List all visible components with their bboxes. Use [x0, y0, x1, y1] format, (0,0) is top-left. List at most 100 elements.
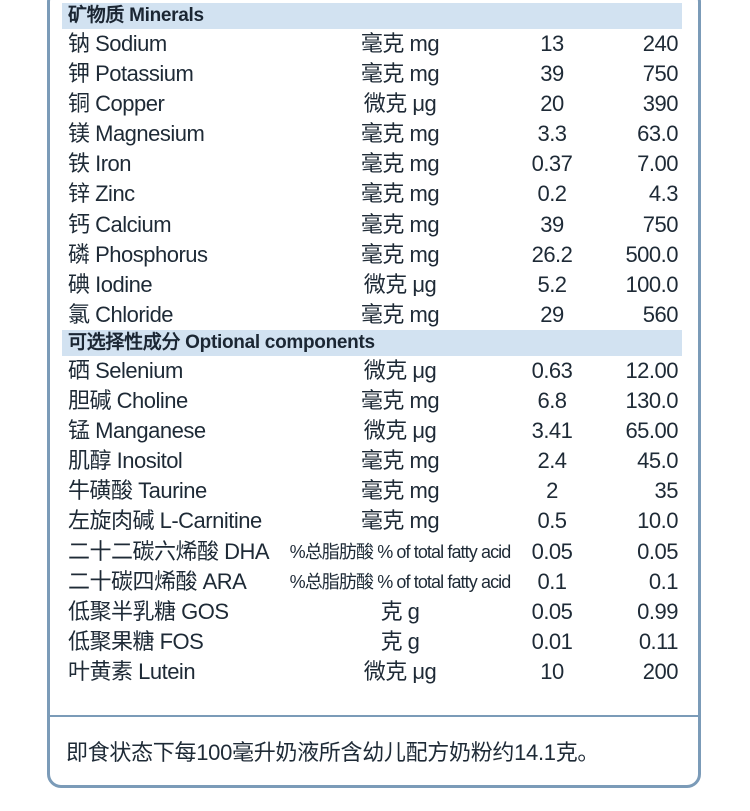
nutrient-name: 铜 Copper [68, 91, 165, 117]
table-row: 牛磺酸 Taurine 毫克 mg 2 35 [62, 476, 682, 506]
nutrient-name: 二十碳四烯酸 ARA [68, 568, 247, 594]
table-row: 二十碳四烯酸 ARA %总脂肪酸 % of total fatty acid 0.1… [62, 567, 682, 597]
table-row: 钙 Calcium 毫克 mg 39 750 [62, 210, 682, 240]
nutrient-name: 肌醇 Inositol [68, 448, 183, 474]
nutrient-name: 锌 Zinc [68, 181, 135, 207]
nutrient-unit: 微克 μg [363, 418, 437, 444]
nutrient-name: 二十二碳六烯酸 DHA [68, 538, 270, 564]
value-per-100g: 0.99 [637, 598, 678, 624]
nutrient-unit: 毫克 mg [360, 301, 440, 327]
table-row: 肌醇 Inositol 毫克 mg 2.4 45.0 [62, 446, 682, 476]
value-per-100kj: 0.37 [531, 151, 573, 177]
value-per-100g: 12.00 [625, 357, 678, 383]
table-row: 低聚果糖 FOS 克 g 0.01 0.11 [62, 627, 682, 657]
nutrient-name: 钙 Calcium [68, 211, 172, 237]
table-row: 镁 Magnesium 毫克 mg 3.3 63.0 [62, 119, 682, 149]
nutrient-unit: 毫克 mg [360, 151, 440, 177]
nutrient-name: 低聚果糖 FOS [68, 628, 204, 654]
section-header: 矿物质 Minerals [62, 3, 682, 29]
value-per-100g: 63.0 [637, 121, 678, 147]
value-per-100g: 750 [642, 61, 679, 87]
nutrient-unit: 毫克 mg [360, 508, 440, 534]
table-row: 锰 Manganese 微克 μg 3.41 65.00 [62, 416, 682, 446]
nutrient-name: 磷 Phosphorus [68, 241, 208, 267]
value-per-100g: 7.00 [637, 151, 678, 177]
footnote-divider [47, 715, 701, 717]
table-row: 碘 Iodine 微克 μg 5.2 100.0 [62, 270, 682, 300]
nutrient-unit: 毫克 mg [360, 121, 440, 147]
value-per-100kj: 26.2 [531, 241, 573, 267]
value-per-100g: 750 [642, 211, 679, 237]
nutrient-name: 牛磺酸 Taurine [68, 478, 207, 504]
nutrient-name: 胆碱 Choline [68, 388, 188, 414]
value-per-100kj: 29 [540, 301, 564, 327]
value-per-100g: 45.0 [637, 448, 678, 474]
value-per-100g: 0.05 [637, 538, 678, 564]
table-row: 铁 Iron 毫克 mg 0.37 7.00 [62, 149, 682, 179]
value-per-100g: 500.0 [625, 241, 678, 267]
nutrient-unit: 克 g [380, 628, 420, 654]
nutrient-name: 氯 Chloride [68, 301, 174, 327]
value-per-100kj: 2.4 [537, 448, 567, 474]
nutrient-name: 左旋肉碱 L-Carnitine [68, 508, 262, 534]
nutrient-unit: 毫克 mg [360, 211, 440, 237]
table-row: 二十二碳六烯酸 DHA %总脂肪酸 % of total fatty acid 0.… [62, 537, 682, 567]
nutrient-unit: %总脂肪酸 % of total fatty acid [289, 571, 512, 592]
value-per-100kj: 39 [540, 61, 564, 87]
nutrient-name: 钾 Potassium [68, 61, 194, 87]
nutrient-name: 钠 Sodium [68, 31, 167, 56]
value-per-100kj: 20 [540, 91, 564, 117]
footnote: 即食状态下每100毫升奶液所含幼儿配方奶粉约14.1克。 [66, 740, 600, 765]
nutrient-name: 叶黄素 Lutein [68, 658, 196, 684]
table-row: 铜 Copper 微克 μg 20 390 [62, 89, 682, 119]
nutrient-unit: 毫克 mg [360, 448, 440, 474]
nutrient-unit: 毫克 mg [360, 61, 440, 87]
nutrient-name: 硒 Selenium [68, 357, 183, 383]
value-per-100g: 10.0 [637, 508, 678, 534]
value-per-100g: 100.0 [625, 271, 678, 297]
value-per-100kj: 3.3 [537, 121, 567, 147]
value-per-100kj: 13 [540, 31, 564, 56]
value-per-100kj: 10 [540, 658, 564, 684]
value-per-100kj: 39 [540, 211, 564, 237]
nutrient-unit: 克 g [380, 598, 420, 624]
value-per-100kj: 0.5 [537, 508, 567, 534]
nutrient-unit: 毫克 mg [360, 388, 440, 414]
table-row: 胆碱 Choline 毫克 mg 6.8 130.0 [62, 386, 682, 416]
table-row: 低聚半乳糖 GOS 克 g 0.05 0.99 [62, 597, 682, 627]
value-per-100kj: 2 [546, 478, 558, 504]
nutrient-unit: 微克 μg [363, 271, 437, 297]
value-per-100g: 560 [642, 301, 679, 327]
value-per-100kj: 0.63 [531, 357, 573, 383]
value-per-100g: 130.0 [625, 388, 678, 414]
value-per-100g: 0.11 [638, 628, 679, 654]
value-per-100g: 0.1 [648, 568, 679, 594]
value-per-100kj: 6.8 [537, 388, 567, 414]
value-per-100kj: 0.1 [537, 568, 567, 594]
value-per-100g: 200 [642, 658, 679, 684]
value-per-100kj: 0.2 [537, 181, 567, 207]
value-per-100kj: 0.01 [531, 628, 573, 654]
nutrient-unit: %总脂肪酸 % of total fatty acid [289, 541, 512, 562]
table-row: 叶黄素 Lutein 微克 μg 10 200 [62, 657, 682, 687]
nutrient-unit: 微克 μg [363, 357, 437, 383]
value-per-100kj: 5.2 [537, 271, 567, 297]
value-per-100g: 35 [654, 478, 679, 504]
value-per-100g: 240 [642, 31, 679, 56]
table-row: 硒 Selenium 微克 μg 0.63 12.00 [62, 356, 682, 386]
nutrient-unit: 毫克 mg [360, 241, 440, 267]
nutrient-name: 低聚半乳糖 GOS [68, 598, 229, 624]
value-per-100g: 65.00 [625, 418, 678, 444]
value-per-100kj: 0.05 [531, 598, 573, 624]
table-row: 左旋肉碱 L-Carnitine 毫克 mg 0.5 10.0 [62, 506, 682, 536]
nutrient-name: 碘 Iodine [68, 271, 153, 297]
value-per-100kj: 3.41 [531, 418, 573, 444]
table-row: 锌 Zinc 毫克 mg 0.2 4.3 [62, 179, 682, 209]
section-header: 可选择性成分 Optional components [62, 329, 682, 356]
table-row: 磷 Phosphorus 毫克 mg 26.2 500.0 [62, 240, 682, 270]
value-per-100g: 390 [642, 91, 679, 117]
nutrient-name: 锰 Manganese [68, 418, 206, 444]
nutrient-unit: 毫克 mg [360, 31, 440, 56]
table-row: 钾 Potassium 毫克 mg 39 750 [62, 59, 682, 89]
nutrition-table: 矿物质 Minerals 钠 Sodium 毫克 mg 13 240 钾 Potassiu… [62, 3, 682, 687]
